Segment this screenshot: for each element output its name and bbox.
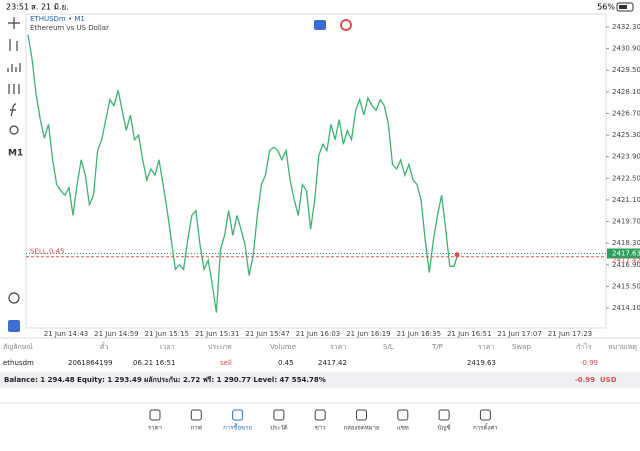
y-tick-label: 2430.90 bbox=[612, 45, 640, 53]
chart-frame bbox=[25, 13, 607, 329]
buy-sell-toggle[interactable] bbox=[314, 20, 326, 30]
x-tick-label: 21 Jun 14:59 bbox=[94, 330, 138, 338]
cell-current-price: 2419.63 bbox=[467, 359, 496, 367]
x-tick-label: 21 Jun 16:35 bbox=[397, 330, 441, 338]
y-tick-label: 2422.50 bbox=[612, 174, 640, 182]
zoom-tool[interactable] bbox=[8, 292, 20, 304]
y-tick-label: 2421.10 bbox=[612, 196, 640, 204]
order-price: 2417.42 bbox=[612, 257, 640, 265]
table-header: S/L bbox=[383, 343, 394, 351]
cell-ticket: 2061864199 bbox=[68, 359, 113, 367]
table-header: ราคา bbox=[478, 343, 494, 351]
bid-label: 2417.63 bbox=[612, 249, 640, 257]
tab-icon[interactable] bbox=[397, 409, 409, 421]
function-tool[interactable] bbox=[10, 103, 17, 117]
tab-label[interactable]: การซื้อขาย bbox=[223, 422, 252, 432]
cell-time: 06.21 16:51 bbox=[133, 359, 175, 367]
x-tick-label: 21 Jun 16:19 bbox=[346, 330, 390, 338]
tab-icon[interactable] bbox=[314, 409, 326, 421]
tab-icon[interactable] bbox=[438, 409, 450, 421]
battery-level bbox=[619, 5, 627, 9]
table-header: T/P bbox=[431, 343, 443, 351]
currency: USD bbox=[600, 376, 617, 384]
chart-subtitle: Ethereum vs US Dollar bbox=[30, 24, 109, 32]
y-tick-label: 2426.70 bbox=[612, 109, 640, 117]
indicators-tool[interactable] bbox=[7, 63, 21, 72]
y-tick-label: 2415.50 bbox=[612, 282, 640, 290]
tab-label[interactable]: บัญชี bbox=[438, 424, 451, 432]
chart-title: ETHUSDm • M1 bbox=[30, 15, 85, 23]
cell-volume: 0.45 bbox=[278, 359, 294, 367]
x-tick-label: 21 Jun 15:47 bbox=[245, 330, 289, 338]
order-marker bbox=[454, 252, 460, 258]
tab-icon[interactable] bbox=[149, 409, 161, 421]
table-header: ตั๋ว bbox=[100, 342, 109, 351]
status-date: ส. 21 มิ.ย. bbox=[31, 3, 69, 12]
battery-icon bbox=[616, 2, 634, 12]
cell-symbol: ethusdm bbox=[3, 359, 34, 367]
table-header: หมายเหตุ bbox=[608, 343, 637, 351]
tab-label[interactable]: ประวัติ bbox=[270, 425, 288, 432]
y-tick-label: 2418.30 bbox=[612, 239, 640, 247]
table-header: สัญลักษณ์ bbox=[3, 343, 33, 351]
order-label: SELL 0.45 bbox=[30, 248, 64, 256]
objects-tool[interactable] bbox=[8, 84, 20, 94]
one-click[interactable] bbox=[340, 19, 352, 31]
table-header: Swap bbox=[512, 343, 531, 351]
table-header: กำไร bbox=[576, 342, 592, 351]
x-tick-label: 21 Jun 16:03 bbox=[296, 330, 340, 338]
x-tick-label: 21 Jun 14:43 bbox=[44, 330, 88, 338]
tab-icon[interactable] bbox=[479, 409, 491, 421]
balance-bar bbox=[0, 372, 640, 388]
left-toolbar bbox=[7, 17, 21, 304]
table-header: ประเภท bbox=[208, 343, 232, 351]
table-header: เวลา bbox=[160, 343, 175, 351]
tab-label[interactable]: แชท bbox=[397, 425, 409, 432]
tab-icon[interactable] bbox=[190, 409, 202, 421]
balance: Balance: 1 294.48 Equity: 1 293.49 ผลักป… bbox=[4, 376, 326, 384]
tab-label[interactable]: ข่าว bbox=[315, 425, 326, 432]
table-header: Volume bbox=[270, 343, 296, 351]
x-tick-label: 21 Jun 17:07 bbox=[497, 330, 541, 338]
tab-icon[interactable] bbox=[356, 409, 367, 421]
total-profit: -0.99 bbox=[575, 376, 595, 384]
y-tick-label: 2428.10 bbox=[612, 88, 640, 96]
battery: 56% bbox=[597, 3, 615, 12]
y-tick-label: 2419.70 bbox=[612, 218, 640, 226]
tab-label[interactable]: การตั้งค่า bbox=[473, 422, 497, 432]
y-tick-label: 2423.90 bbox=[612, 153, 640, 161]
bid-label-bg bbox=[607, 248, 640, 259]
x-tick-label: 21 Jun 15:31 bbox=[195, 330, 239, 338]
x-tick-label: 21 Jun 16:51 bbox=[447, 330, 491, 338]
y-tick-label: 2414.10 bbox=[612, 304, 640, 312]
tab-label[interactable]: กาฟ bbox=[191, 425, 202, 432]
bars-tool[interactable] bbox=[9, 39, 18, 51]
crosshair-tool[interactable] bbox=[8, 17, 20, 29]
trade-button[interactable] bbox=[8, 320, 20, 332]
y-tick-label: 2416.90 bbox=[612, 261, 640, 269]
price-line bbox=[27, 34, 459, 313]
tab-icon[interactable] bbox=[273, 409, 285, 421]
y-tick-label: 2429.50 bbox=[612, 66, 640, 74]
status-time: 23:51 bbox=[6, 3, 29, 12]
tab-label[interactable]: ราคา bbox=[148, 425, 162, 432]
table-header: ราคา bbox=[330, 343, 346, 351]
y-tick-label: 2425.30 bbox=[612, 131, 640, 139]
cell-type: sell bbox=[220, 359, 232, 367]
y-tick-label: 2432.30 bbox=[612, 23, 640, 31]
cell-price: 2417.42 bbox=[318, 359, 347, 367]
shapes-tool[interactable] bbox=[9, 125, 19, 135]
timeframe[interactable]: M1 bbox=[8, 149, 23, 159]
tab-icon[interactable] bbox=[232, 409, 244, 421]
x-tick-label: 21 Jun 15:15 bbox=[145, 330, 189, 338]
cell-profit: -0.99 bbox=[580, 359, 598, 367]
x-tick-label: 21 Jun 17:23 bbox=[548, 330, 592, 338]
tab-label[interactable]: กล่องจดหมาย bbox=[343, 425, 379, 432]
